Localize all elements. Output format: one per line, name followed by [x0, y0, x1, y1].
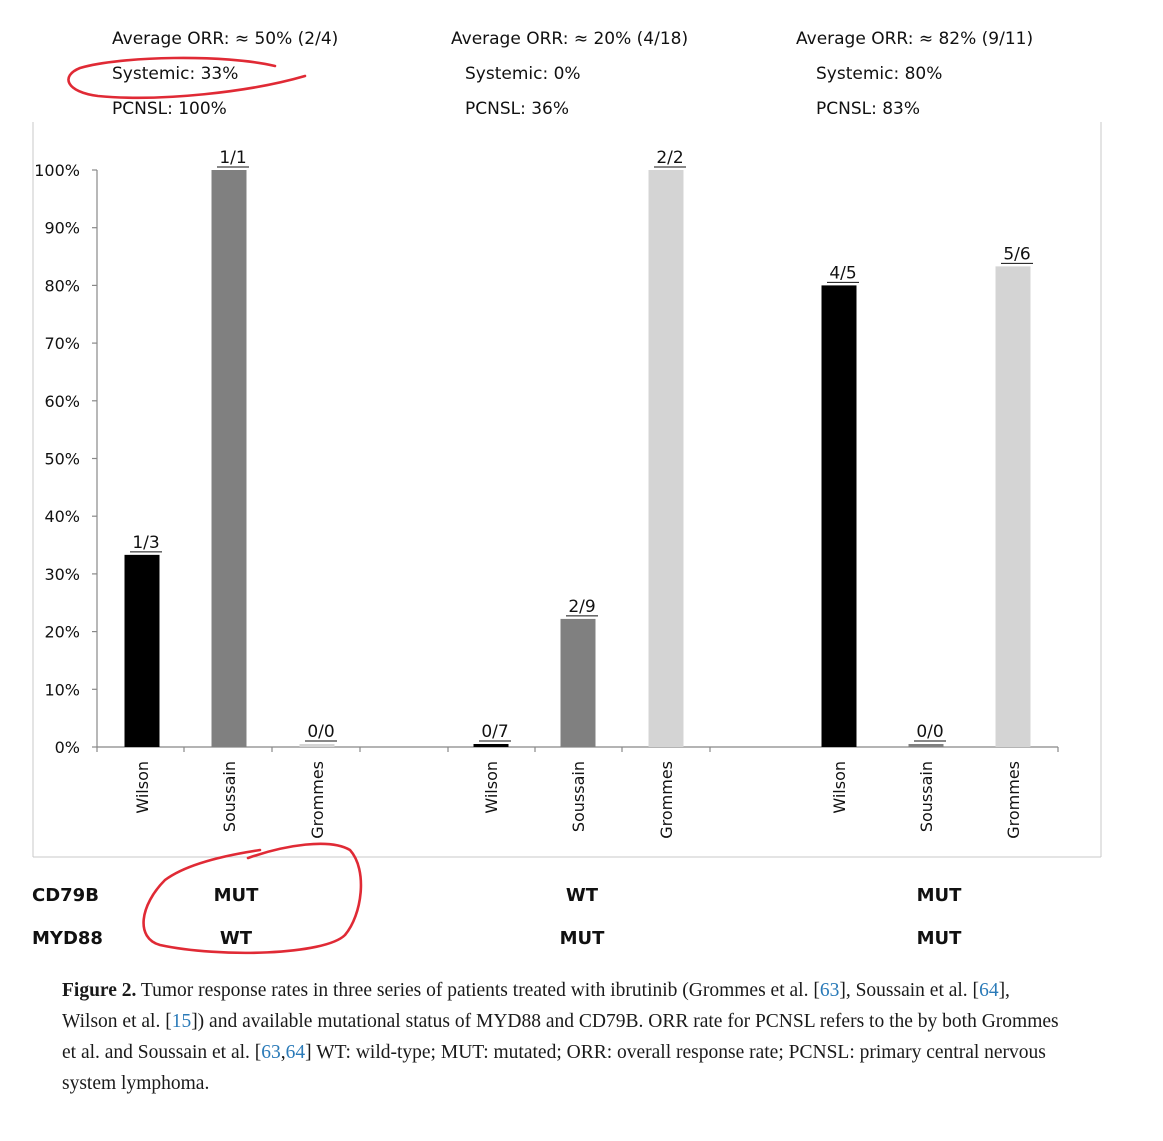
x-category-label: Grommes	[657, 761, 676, 839]
y-tick-label: 40%	[44, 507, 80, 526]
row-label-myd88: MYD88	[32, 928, 103, 949]
group-summary-line: PCNSL: 36%	[465, 99, 569, 119]
y-axis: 0% 10% 20% 30% 40% 50% 60% 70% 80% 90% 100%	[34, 161, 1059, 757]
citation-link[interactable]: 63	[819, 980, 840, 1001]
y-tick-label: 60%	[44, 392, 80, 411]
bar-wilson	[124, 554, 160, 747]
citation-link[interactable]: 15	[171, 1011, 192, 1032]
x-category-label: Grommes	[1004, 761, 1023, 839]
x-category-label: Grommes	[308, 761, 327, 839]
y-tick-label: 0%	[55, 738, 80, 757]
bar-soussain	[211, 170, 247, 747]
y-tick-label: 30%	[44, 565, 80, 584]
figure-label: Figure 2.	[62, 980, 137, 1001]
y-tick-label: 80%	[44, 276, 80, 295]
y-tick-label: 70%	[44, 334, 80, 353]
hand-drawn-annotations	[67, 56, 363, 955]
caption-text: ], Soussain et al. [	[839, 980, 980, 1001]
bar-data-label: 1/1	[219, 148, 246, 168]
group-summary-line: Systemic: 0%	[465, 64, 581, 84]
bars: 1/3 Wilson 1/1 Soussain 0/0 Grommes 0/7 Wilson 2…	[124, 148, 1033, 839]
group-summary-line: PCNSL: 100%	[112, 99, 227, 119]
citation-link[interactable]: 64	[979, 980, 999, 1001]
bar-grommes	[299, 744, 335, 747]
response-rate-chart: Average ORR: ≈ 50% (2/4) Systemic: 33% PCN…	[32, 29, 1102, 955]
bar-grommes	[995, 266, 1031, 747]
y-tick-label: 10%	[44, 680, 80, 699]
group-summary-line: Average ORR: ≈ 82% (9/11)	[796, 29, 1033, 49]
bar-wilson	[821, 285, 857, 747]
caption-text: ], Wilson et al. [	[62, 980, 1010, 1032]
cd79b-status: MUT	[214, 885, 260, 906]
chart-frame	[32, 122, 1102, 858]
y-tick-label: 90%	[44, 219, 80, 238]
group-summary-line: PCNSL: 83%	[816, 99, 920, 119]
x-category-label: Wilson	[133, 761, 152, 814]
bar-wilson	[473, 744, 509, 747]
caption-text: ]) and available mutational status of MY…	[62, 1011, 1059, 1063]
bar-data-label: 0/0	[916, 722, 943, 742]
myd88-status: MUT	[560, 928, 606, 949]
myd88-status: MUT	[917, 928, 963, 949]
bar-data-label: 4/5	[829, 263, 856, 283]
row-label-cd79b: CD79B	[32, 885, 99, 906]
bar-data-label: 0/7	[481, 722, 508, 742]
myd88-status: WT	[220, 928, 253, 949]
bar-data-label: 2/9	[568, 597, 595, 617]
red-circle-annotation	[142, 842, 363, 955]
caption-text: ] WT: wild-type; MUT: mutated; ORR: over…	[62, 1042, 1046, 1094]
y-tick-label: 100%	[34, 161, 80, 180]
group-summary-line: Systemic: 33%	[112, 64, 238, 84]
group-summary-line: Average ORR: ≈ 50% (2/4)	[112, 29, 338, 49]
bar-soussain	[560, 618, 596, 747]
bar-data-label: 2/2	[656, 148, 683, 168]
y-tick-label: 50%	[44, 450, 80, 469]
bar-soussain	[908, 744, 944, 747]
bar-data-label: 0/0	[307, 722, 334, 742]
bar-data-label: 5/6	[1003, 244, 1030, 264]
red-ellipse-annotation	[67, 56, 307, 100]
x-category-label: Wilson	[830, 761, 849, 814]
cd79b-status: WT	[566, 885, 599, 906]
mutation-status-table: CD79B MYD88 MUT WT WT MUT MUT MUT	[32, 885, 962, 949]
bar-grommes	[648, 170, 684, 747]
citation-link[interactable]: 63	[261, 1042, 281, 1063]
x-category-label: Wilson	[482, 761, 501, 814]
x-category-label: Soussain	[917, 761, 936, 832]
caption-text: Tumor response rates in three series of …	[136, 980, 820, 1001]
group-summary-line: Systemic: 80%	[816, 64, 942, 84]
x-category-label: Soussain	[569, 761, 588, 832]
figure-caption: Figure 2. Tumor response rates in three …	[62, 975, 1062, 1099]
bar-data-label: 1/3	[132, 533, 159, 553]
group-summary-line: Average ORR: ≈ 20% (4/18)	[451, 29, 688, 49]
x-category-label: Soussain	[220, 761, 239, 832]
y-tick-label: 20%	[44, 623, 80, 642]
caption-text: ,	[280, 1042, 286, 1063]
cd79b-status: MUT	[917, 885, 963, 906]
citation-link[interactable]: 64	[285, 1042, 306, 1063]
group-summaries: Average ORR: ≈ 50% (2/4) Systemic: 33% PCN…	[112, 29, 1033, 119]
